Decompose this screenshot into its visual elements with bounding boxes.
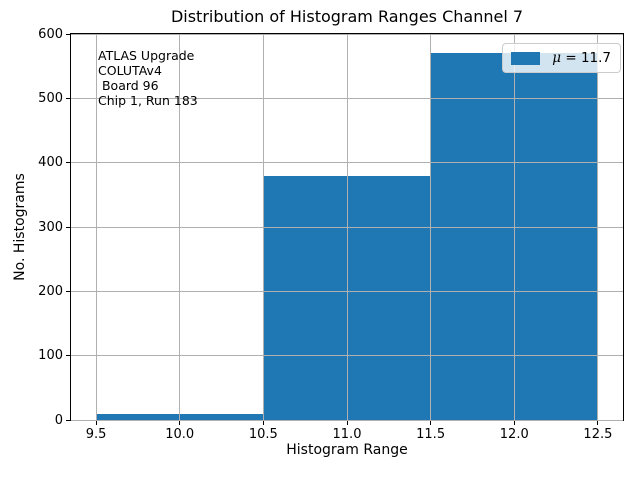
- y-tick-mark: [66, 226, 70, 228]
- mu-symbol: μ: [552, 50, 562, 66]
- legend: μ = 11.7: [502, 43, 621, 73]
- x-tick-mark: [95, 421, 97, 425]
- x-tick-label: 12.5: [583, 427, 613, 442]
- gridline-horizontal: [71, 162, 623, 164]
- y-tick-label: 0: [54, 412, 63, 428]
- x-tick-label: 11.0: [332, 427, 362, 442]
- y-tick-mark: [66, 162, 70, 164]
- y-tick-label: 200: [38, 283, 63, 299]
- annotation-block: ATLAS Upgrade COLUTAv4 Board 96 Chip 1, …: [98, 48, 198, 108]
- x-tick-mark: [346, 421, 348, 425]
- y-tick-mark: [66, 97, 70, 99]
- annotation-line: Board 96: [98, 78, 159, 93]
- x-tick-mark: [179, 421, 181, 425]
- y-tick-mark: [66, 355, 70, 357]
- y-tick-label: 500: [38, 90, 63, 106]
- x-tick-label: 10.0: [165, 427, 195, 442]
- y-tick-label: 100: [38, 348, 63, 364]
- y-tick-mark: [66, 419, 70, 421]
- x-tick-label: 9.5: [85, 427, 107, 442]
- legend-color-patch: [511, 51, 541, 65]
- annotation-line: ATLAS Upgrade: [98, 48, 195, 63]
- x-tick-label: 11.5: [416, 427, 446, 442]
- plot-area: ATLAS Upgrade COLUTAv4 Board 96 Chip 1, …: [38, 27, 624, 442]
- x-tick-mark: [597, 421, 599, 425]
- y-tick-label: 400: [38, 155, 63, 171]
- y-tick-mark: [66, 33, 70, 35]
- gridline-horizontal: [71, 419, 623, 421]
- gridline-horizontal: [71, 355, 623, 357]
- chart-title: Distribution of Histogram Ranges Channel…: [170, 7, 524, 26]
- gridline-horizontal: [71, 226, 623, 228]
- x-axis-label: Histogram Range: [286, 442, 408, 458]
- annotation-line: Chip 1, Run 183: [98, 93, 198, 108]
- y-tick-label: 300: [38, 219, 63, 235]
- y-tick-label: 600: [38, 26, 63, 42]
- x-tick-mark: [430, 421, 432, 425]
- gridline-horizontal: [71, 33, 623, 35]
- gridline-horizontal: [71, 290, 623, 292]
- x-tick-mark: [513, 421, 515, 425]
- x-tick-label: 10.5: [248, 427, 278, 442]
- gridline-horizontal: [71, 97, 623, 99]
- y-tick-mark: [66, 290, 70, 292]
- x-tick-label: 12.0: [499, 427, 529, 442]
- x-tick-mark: [262, 421, 264, 425]
- legend-value: = 11.7: [561, 50, 611, 66]
- annotation-line: COLUTAv4: [98, 63, 162, 78]
- legend-label: μ = 11.7: [552, 50, 611, 66]
